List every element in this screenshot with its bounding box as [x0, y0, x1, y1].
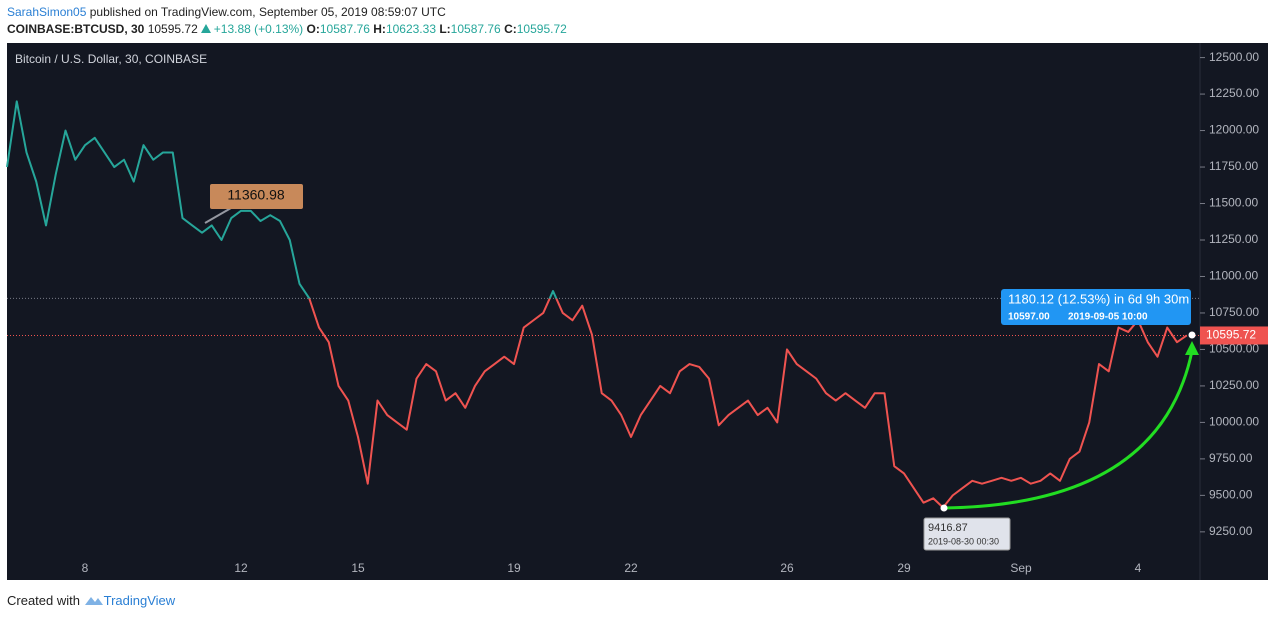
header-line: SarahSimon05 published on TradingView.co… — [7, 5, 446, 19]
range-start — [940, 504, 948, 512]
y-tick-label: 9250.00 — [1209, 524, 1253, 538]
footer: Created with TradingView — [7, 593, 175, 608]
y-tick-label: 11500.00 — [1209, 196, 1258, 210]
high-label: H: — [373, 22, 386, 36]
chart-title: Bitcoin / U.S. Dollar, 30, COINBASE — [15, 52, 207, 66]
range-arc — [943, 350, 1194, 510]
x-tick-label: 29 — [897, 561, 911, 575]
range-box — [1001, 289, 1191, 325]
close-label: C: — [504, 22, 517, 36]
range-arrow — [1185, 341, 1199, 355]
change: +13.88 (+0.13%) — [213, 22, 304, 36]
up-arrow — [200, 24, 211, 33]
x-tick-label: 15 — [351, 561, 365, 575]
x-tick-label: 26 — [780, 561, 794, 575]
range-price: 10597.00 — [1008, 312, 1050, 323]
symbol: COINBASE:BTCUSD, 30 — [7, 22, 145, 36]
y-tick-label: 12500.00 — [1209, 50, 1259, 64]
y-tick-label: 9750.00 — [1209, 451, 1253, 465]
y-tick-label: 12000.00 — [1209, 123, 1259, 137]
open: 10587.76 — [319, 22, 370, 36]
range-time: 2019-09-05 10:00 — [1068, 312, 1148, 323]
range-end — [1188, 331, 1196, 339]
y-tick-label: 10750.00 — [1209, 305, 1259, 319]
x-tick-label: 19 — [507, 561, 521, 575]
logo — [84, 597, 103, 605]
note-text: 11360.98 — [227, 187, 285, 203]
range-title: 1180.12 (12.53%) in 6d 9h 30m — [1008, 291, 1189, 306]
author[interactable]: SarahSimon05 — [7, 5, 87, 19]
x-tick-label: 12 — [234, 561, 248, 575]
created: Created with — [7, 593, 80, 608]
y-tick-label: 12250.00 — [1209, 86, 1259, 100]
x-tick-label: 22 — [624, 561, 638, 575]
price: 10595.72 — [147, 22, 198, 36]
published: published on TradingView.com, September … — [89, 5, 446, 19]
y-tick-label: 11750.00 — [1209, 159, 1258, 173]
price-line — [6, 100, 1188, 509]
low-price: 9416.87 — [928, 522, 968, 534]
brand[interactable]: TradingView — [103, 593, 176, 608]
open-label: O: — [306, 22, 320, 36]
y-tick-label: 10250.00 — [1209, 378, 1259, 392]
low-label: L: — [439, 22, 451, 36]
y-tick-label: 9500.00 — [1209, 488, 1253, 502]
close: 10595.72 — [516, 22, 567, 36]
low: 10587.76 — [450, 22, 501, 36]
high: 10623.33 — [385, 22, 436, 36]
y-tick-label: 10000.00 — [1209, 415, 1259, 429]
last-price-label: 10595.72 — [1206, 328, 1256, 342]
x-tick-label: Sep — [1010, 561, 1032, 575]
last-price-tag — [1200, 326, 1268, 345]
x-tick-label: 8 — [82, 561, 89, 575]
y-tick-label: 10500.00 — [1209, 342, 1259, 356]
note-box — [210, 184, 303, 209]
y-tick-label: 11250.00 — [1209, 232, 1258, 246]
quote-line: COINBASE:BTCUSD, 30 10595.72 +13.88 (+0.1… — [7, 22, 567, 36]
low-time: 2019-08-30 00:30 — [928, 536, 999, 546]
low-box — [923, 517, 1011, 551]
y-tick-label: 11000.00 — [1209, 269, 1258, 283]
x-tick-label: 4 — [1135, 561, 1142, 575]
chart: Bitcoin / U.S. Dollar, 30, COINBASE 9250… — [6, 43, 1268, 580]
